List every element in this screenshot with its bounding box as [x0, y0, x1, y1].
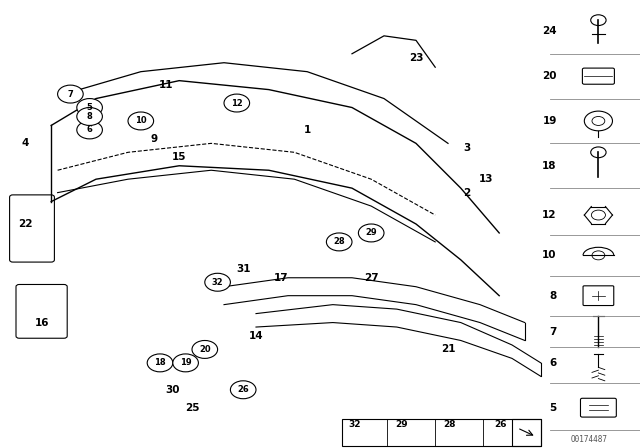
Circle shape: [326, 233, 352, 251]
Text: 25: 25: [185, 403, 199, 413]
Text: 18: 18: [154, 358, 166, 367]
Text: 29: 29: [395, 420, 408, 429]
Circle shape: [77, 121, 102, 139]
Text: 5: 5: [86, 103, 93, 112]
Text: 6: 6: [86, 125, 93, 134]
Text: 30: 30: [166, 385, 180, 395]
Circle shape: [58, 85, 83, 103]
Text: 28: 28: [443, 420, 456, 429]
Circle shape: [224, 94, 250, 112]
Text: 18: 18: [542, 161, 557, 171]
Circle shape: [173, 354, 198, 372]
Circle shape: [192, 340, 218, 358]
Text: 6: 6: [550, 358, 557, 368]
Text: 13: 13: [479, 174, 493, 184]
Text: 11: 11: [159, 80, 173, 90]
Text: O0174487: O0174487: [570, 435, 607, 444]
Text: 26: 26: [237, 385, 249, 394]
Text: 7: 7: [549, 327, 557, 336]
Text: 9: 9: [150, 134, 157, 144]
Circle shape: [77, 99, 102, 116]
Text: 19: 19: [180, 358, 191, 367]
Circle shape: [128, 112, 154, 130]
Text: 2: 2: [463, 188, 471, 198]
Text: 17: 17: [275, 273, 289, 283]
Text: 20: 20: [199, 345, 211, 354]
Text: 15: 15: [172, 152, 186, 162]
Text: 10: 10: [542, 250, 557, 260]
Text: 8: 8: [87, 112, 92, 121]
Text: 5: 5: [550, 403, 557, 413]
Text: 14: 14: [249, 331, 263, 341]
Text: 3: 3: [463, 143, 471, 153]
Text: 10: 10: [135, 116, 147, 125]
Text: 23: 23: [409, 53, 423, 63]
Circle shape: [230, 381, 256, 399]
Text: 32: 32: [349, 420, 362, 429]
Text: 4: 4: [22, 138, 29, 148]
Text: 20: 20: [542, 71, 557, 81]
Text: 19: 19: [543, 116, 557, 126]
Text: 27: 27: [364, 273, 378, 283]
Text: 21: 21: [441, 345, 455, 354]
Bar: [342, 419, 541, 446]
Text: 26: 26: [494, 420, 507, 429]
Circle shape: [77, 108, 102, 125]
Circle shape: [205, 273, 230, 291]
Text: 7: 7: [68, 90, 73, 99]
Circle shape: [147, 354, 173, 372]
Text: 28: 28: [333, 237, 345, 246]
Text: 29: 29: [365, 228, 377, 237]
Text: 12: 12: [231, 99, 243, 108]
Text: 24: 24: [542, 26, 557, 36]
Text: 31: 31: [236, 264, 250, 274]
Text: 32: 32: [212, 278, 223, 287]
Text: 12: 12: [542, 210, 557, 220]
Circle shape: [358, 224, 384, 242]
Text: 16: 16: [35, 318, 49, 327]
Bar: [512, 419, 541, 446]
Text: 22: 22: [19, 219, 33, 229]
Text: 8: 8: [550, 291, 557, 301]
Text: 1: 1: [303, 125, 311, 135]
